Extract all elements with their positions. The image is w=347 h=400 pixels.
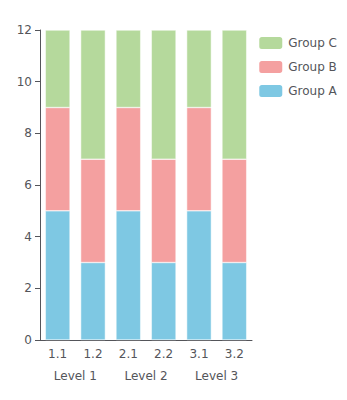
svg-text:Level 3: Level 3 bbox=[195, 369, 238, 383]
svg-text:Level 1: Level 1 bbox=[54, 369, 97, 383]
svg-text:8: 8 bbox=[24, 126, 32, 140]
svg-text:6: 6 bbox=[24, 178, 32, 192]
svg-text:10: 10 bbox=[17, 75, 32, 89]
svg-text:Level 2: Level 2 bbox=[124, 369, 167, 383]
svg-text:2.1: 2.1 bbox=[119, 347, 138, 361]
svg-text:3.1: 3.1 bbox=[189, 347, 208, 361]
svg-text:2.2: 2.2 bbox=[154, 347, 173, 361]
svg-text:Group B: Group B bbox=[288, 60, 337, 74]
svg-text:Group C: Group C bbox=[288, 36, 337, 50]
svg-text:0: 0 bbox=[24, 333, 32, 347]
svg-text:1.1: 1.1 bbox=[48, 347, 67, 361]
svg-text:2: 2 bbox=[24, 281, 32, 295]
svg-text:12: 12 bbox=[17, 23, 32, 37]
svg-text:Group A: Group A bbox=[288, 84, 337, 98]
svg-text:4: 4 bbox=[24, 230, 32, 244]
svg-text:3.2: 3.2 bbox=[225, 347, 244, 361]
svg-text:1.2: 1.2 bbox=[83, 347, 102, 361]
